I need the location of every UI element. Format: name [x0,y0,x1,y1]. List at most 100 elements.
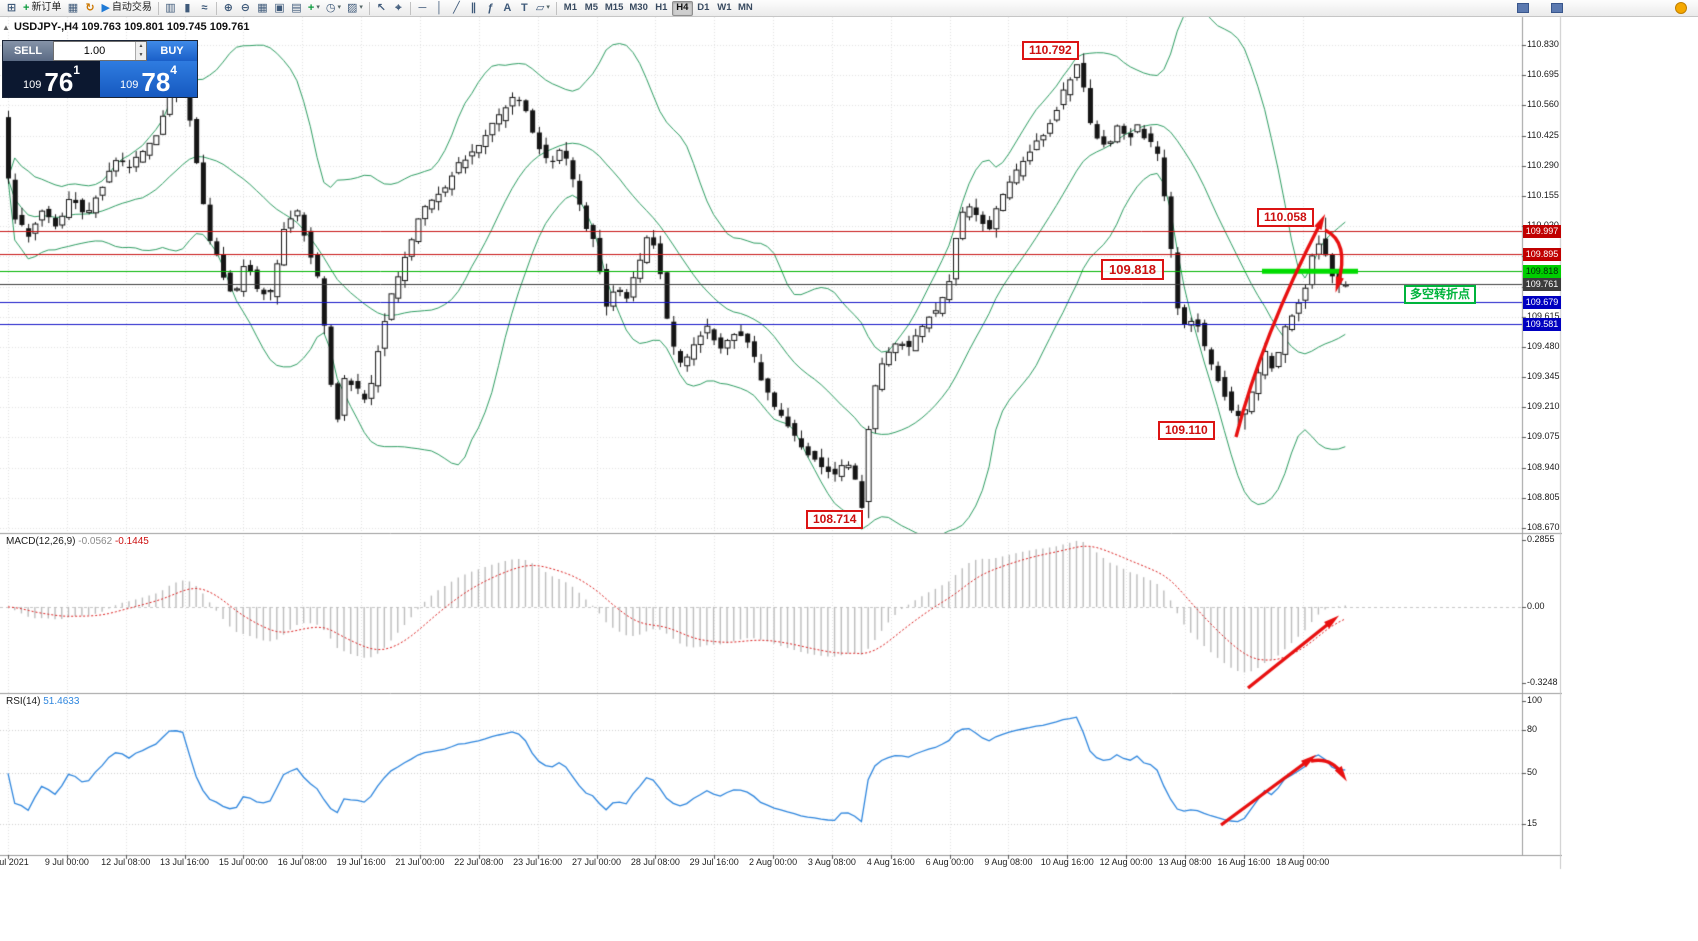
zoom-out-icon[interactable]: ⊖ [237,1,254,16]
timeframe-d1[interactable]: D1 [697,2,710,13]
price-axis-label: 110.830 [1527,39,1559,49]
price-chart-canvas[interactable] [0,0,1562,941]
chart-window-icon[interactable] [1517,3,1529,13]
new-order-button-label: 新订单 [31,2,62,13]
data-window-icon[interactable] [1551,3,1563,13]
horizontal-line-icon[interactable]: ─ [414,1,431,16]
buy-price[interactable]: 109 78 4 [100,61,197,97]
cursor-icon-glyph: ↖ [376,2,387,14]
dropdown-arrow-icon: ▾ [359,4,363,11]
time-axis-label: 28 Jul 08:00 [630,857,680,867]
new-chart-icon[interactable]: ⊞ [3,1,20,16]
timeframe-h1[interactable]: H1 [655,2,668,13]
price-tag-109.997: 109.997 [1523,224,1561,238]
autotrade-button-label: 自动交易 [111,2,152,13]
spin-up-icon[interactable]: ▲ [136,42,146,51]
time-axis-label: 15 Jul 00:00 [218,857,268,867]
rsi-name: RSI(14) [6,696,41,707]
zoom-in-icon[interactable]: ⊕ [220,1,237,16]
macd-axis-label: -0.3248 [1527,677,1558,687]
trendline-icon-glyph: ╱ [453,2,460,14]
label-icon[interactable]: T [516,1,533,16]
macd-value: -0.0562 [78,536,113,547]
price-tag-109.818: 109.818 [1523,264,1561,278]
fibonacci-icon[interactable]: ƒ [482,1,499,16]
sell-button[interactable]: SELL [3,41,53,61]
time-axis-label: 29 Jul 16:00 [689,857,739,867]
time-axis-label: 12 Jul 08:00 [101,857,151,867]
tile-windows-icon[interactable]: ▦ [254,1,271,16]
sell-price-main: 76 [44,67,74,97]
price-annotation: 109.818 [1101,259,1164,280]
rsi-axis-label: 80 [1527,723,1538,734]
price-axis-label: 110.425 [1527,129,1559,140]
toolbar-right [1517,2,1695,14]
turning-point-note: 多空转折点 [1404,285,1477,304]
one-click-toggle-icon[interactable]: ▲ [2,23,10,32]
vertical-line-icon[interactable]: │ [431,1,448,16]
time-axis-label: 18 Aug 00:00 [1276,857,1330,867]
time-axis-label: 9 Jul 00:00 [44,857,89,867]
price-tag-109.761: 109.761 [1523,277,1561,291]
arrange-windows-icon-glyph: ▤ [291,2,302,14]
arrange-windows-icon[interactable]: ▤ [288,1,305,16]
new-order-button[interactable]: + 新订单 [20,1,64,16]
price-tag-109.679: 109.679 [1523,295,1561,309]
indicators-icon-glyph: + [307,2,315,14]
trendline-icon[interactable]: ╱ [448,1,465,16]
periods-icon[interactable]: ◷ ▾ [323,1,344,16]
line-chart-icon-glyph: ≈ [201,2,208,14]
cascade-windows-icon-glyph: ▣ [274,2,285,14]
buy-price-base: 109 [120,79,139,91]
line-chart-icon[interactable]: ≈ [196,1,213,16]
buy-price-pip: 4 [170,63,177,77]
cascade-windows-icon[interactable]: ▣ [271,1,288,16]
time-axis-label: 13 Jul 16:00 [160,857,210,867]
templates-icon[interactable]: ▨ ▾ [344,1,366,16]
time-axis-label: 6 Aug 00:00 [925,857,974,867]
timeframe-mn[interactable]: MN [737,2,753,13]
price-axis-label: 108.940 [1527,461,1560,472]
crosshair-icon[interactable]: ⌖ [390,1,407,16]
timeframe-w1[interactable]: W1 [717,2,732,13]
volume-input[interactable]: 1.00 ▲ ▼ [53,41,147,61]
buy-price-main: 78 [141,67,171,97]
crosshair-icon-glyph: ⌖ [395,2,402,14]
price-tag-109.581: 109.581 [1523,317,1561,331]
price-axis-label: 110.290 [1527,159,1559,170]
price-axis-label: 110.155 [1527,189,1559,200]
autotrade-button[interactable]: ▶ 自动交易 [98,1,154,16]
text-icon[interactable]: A [499,1,516,16]
timeframe-m15[interactable]: M15 [604,2,624,13]
periods-icon-glyph: ◷ [325,2,336,14]
rsi-axis-label: 100 [1527,695,1543,705]
timeframe-m30[interactable]: M30 [629,2,648,13]
cursor-icon[interactable]: ↖ [373,1,390,16]
volume-value[interactable]: 1.00 [83,45,106,57]
candlestick-chart-icon[interactable]: ▮ [179,1,196,16]
profiles-icon[interactable]: ▦ [64,1,81,16]
timeframe-m1[interactable]: M1 [563,2,577,13]
spin-down-icon[interactable]: ▼ [136,51,146,60]
refresh-icon[interactable]: ↻ [81,1,98,16]
indicators-icon[interactable]: + ▾ [305,1,323,16]
toolbar: ⊞ + 新订单 ▦ ↻ ▶ 自动交易 ▥ ▮ ≈ ⊕ ⊖ ▦ ▣ ▤ + ▾ ◷ ▾ ▨ ▾ ↖ ⌖ ─ │ ╱ ∥ ƒ A T ▱ ▾ M1 M… [0,0,1698,17]
volume-spinner[interactable]: ▲ ▼ [135,42,146,60]
price-annotation: 110.058 [1257,208,1314,227]
toolbar-separator [409,1,411,15]
channel-icon[interactable]: ∥ [465,1,482,16]
toolbar-separator [555,1,557,15]
zoom-in-icon-glyph: ⊕ [223,2,234,14]
time-axis-label: 8 Jul 2021 [0,857,29,867]
bar-chart-icon-glyph: ▥ [165,2,176,14]
bar-chart-icon[interactable]: ▥ [162,1,179,16]
sell-price[interactable]: 109 76 1 [3,61,100,97]
tile-windows-icon-glyph: ▦ [257,2,268,14]
timeframe-h4[interactable]: H4 [671,0,693,16]
notification-badge-icon[interactable] [1675,2,1687,14]
new-order-button-glyph: + [23,2,30,14]
buy-button[interactable]: BUY [147,41,197,61]
price-axis-label: 108.805 [1527,491,1560,502]
shapes-icon[interactable]: ▱ ▾ [533,1,553,16]
timeframe-m5[interactable]: M5 [584,2,598,13]
